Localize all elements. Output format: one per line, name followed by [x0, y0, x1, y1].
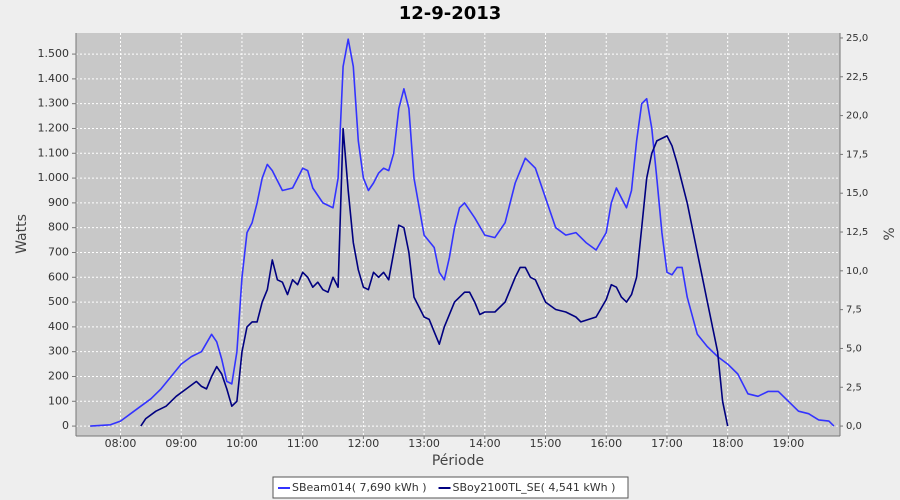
legend-label: SBeam014( 7,690 kWh ) — [292, 481, 427, 494]
y2-axis-label: % — [882, 227, 898, 240]
x-tick-label: 09:00 — [165, 437, 197, 450]
chart-title: 12-9-2013 — [399, 3, 502, 24]
y2-tick-label: 0,0 — [846, 421, 862, 432]
y-axis-label: Watts — [14, 214, 30, 254]
y2-tick-label: 10,0 — [846, 266, 868, 277]
x-tick-label: 13:00 — [408, 437, 440, 450]
y-tick-label: 200 — [48, 369, 69, 382]
y-tick-label: 700 — [48, 245, 69, 258]
x-tick-label: 17:00 — [651, 437, 683, 450]
y2-tick-label: 5,0 — [846, 343, 862, 354]
plot-area — [76, 33, 840, 436]
x-tick-label: 18:00 — [712, 437, 744, 450]
series-line — [90, 38, 835, 427]
y2-tick-label: 2,5 — [846, 382, 862, 393]
y-tick-label: 800 — [48, 221, 69, 234]
y2-tick-label: 7,5 — [846, 305, 862, 316]
x-tick-label: 15:00 — [530, 437, 562, 450]
y2-tick-label: 17,5 — [846, 149, 868, 160]
y-tick-label: 600 — [48, 270, 69, 283]
x-tick-label: 10:00 — [226, 437, 258, 450]
series-line — [140, 127, 729, 427]
x-tick-label: 19:00 — [773, 437, 805, 450]
x-tick-label: 11:00 — [287, 437, 319, 450]
y-tick-label: 0 — [62, 419, 69, 432]
y2-tick-label: 12,5 — [846, 227, 868, 238]
lines — [90, 38, 835, 427]
y-tick-label: 1.500 — [38, 47, 70, 60]
x-tick-label: 16:00 — [590, 437, 622, 450]
y-tick-label: 1.000 — [38, 171, 70, 184]
x-tick-label: 12:00 — [348, 437, 380, 450]
y-tick-label: 1.100 — [38, 146, 70, 159]
y-tick-label: 1.400 — [38, 72, 70, 85]
y-tick-label: 100 — [48, 394, 69, 407]
x-axis-label: Période — [432, 453, 484, 469]
y-tick-label: 1.300 — [38, 97, 70, 110]
y-tick-label: 1.200 — [38, 121, 70, 134]
y2-tick-label: 22,5 — [846, 72, 868, 83]
y-tick-label: 900 — [48, 196, 69, 209]
y-tick-label: 500 — [48, 295, 69, 308]
legend-label: SBoy2100TL_SE( 4,541 kWh ) — [453, 481, 616, 494]
x-tick-label: 14:00 — [469, 437, 501, 450]
y-tick-label: 400 — [48, 320, 69, 333]
y2-tick-label: 25,0 — [846, 33, 868, 44]
y2-tick-label: 20,0 — [846, 111, 868, 122]
y-tick-label: 300 — [48, 345, 69, 358]
x-tick-label: 08:00 — [105, 437, 137, 450]
y2-tick-label: 15,0 — [846, 188, 868, 199]
